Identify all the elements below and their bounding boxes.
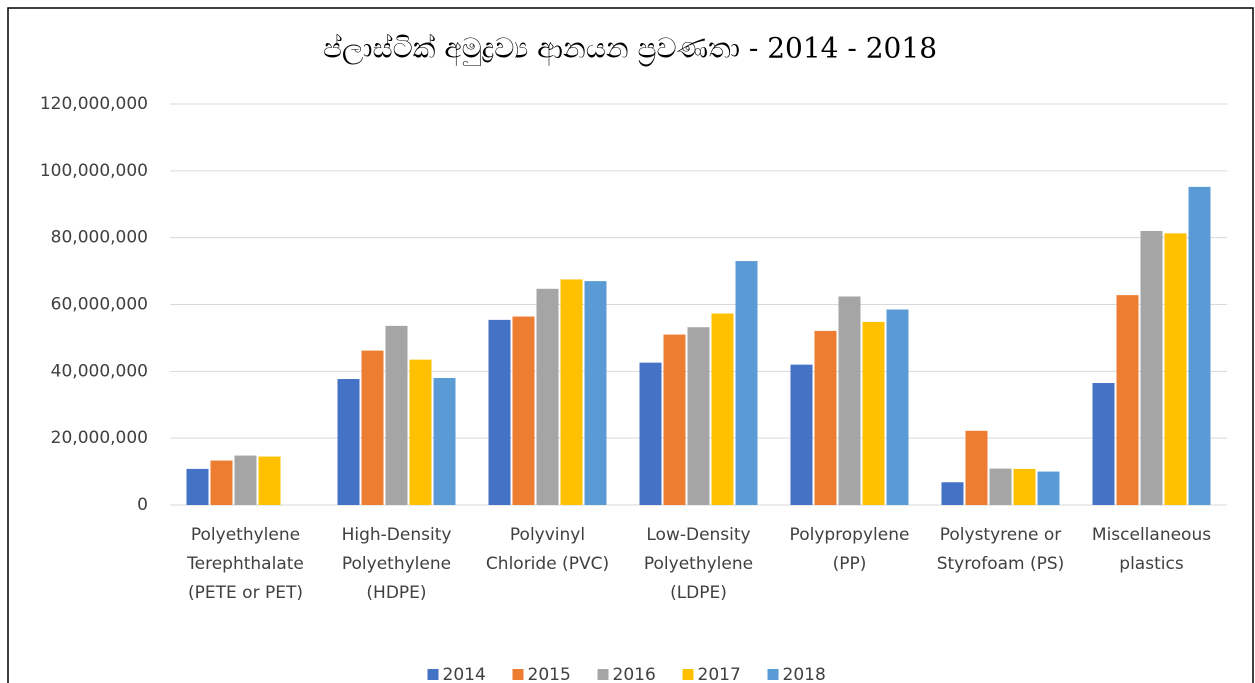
bar [941,482,964,505]
legend-swatch [767,669,779,680]
x-tick-label: Polyvinyl [510,525,585,545]
bar [186,468,209,505]
legend-swatch [682,669,694,680]
x-tick-label: Polystyrene or [940,525,1062,545]
x-tick-label: Polyethylene [644,554,753,574]
bar [337,379,360,505]
x-tick-label: (PETE or PET) [188,583,303,603]
y-tick-label: 100,000,000 [40,161,148,181]
y-tick-label: 40,000,000 [51,361,148,381]
bar [735,261,758,505]
bar [512,316,535,505]
bar [814,330,837,505]
bar [258,456,281,505]
bar [409,359,432,505]
x-tick-label: Chloride (PVC) [486,554,609,574]
x-tick-label: Polyethylene [342,554,451,574]
bar [639,362,662,505]
bar [965,430,988,505]
y-tick-label: 0 [137,495,148,515]
chart-title: ප්ලාස්ටික් අමුද්‍රව්‍ය ආනයන ප්‍රවණතා - 2… [323,32,937,67]
bar [886,309,909,505]
x-tick-label: Polypropylene [790,525,910,545]
bar [1140,230,1163,505]
bar [711,313,734,505]
bar [862,321,885,505]
bar [560,279,583,505]
x-tick-label: Terephthalate [186,554,304,574]
legend-swatch [512,669,524,680]
bar [584,281,607,505]
legend-label: 2015 [528,665,571,683]
bar [1164,233,1187,505]
x-tick-label: Miscellaneous [1092,525,1211,545]
chart-frame [7,7,1254,683]
bar [1013,468,1036,505]
legend-swatch [597,669,609,680]
x-tick-label: (PP) [833,554,867,574]
bar [1116,295,1139,505]
legend-label: 2018 [783,665,826,683]
bar [687,327,710,505]
bar [433,378,456,505]
x-tick-label: plastics [1119,554,1184,574]
bar [838,296,861,505]
x-tick-label: Polyethylene [191,525,300,545]
bar [1188,186,1211,505]
legend-swatch [427,669,439,680]
bar [385,325,408,505]
bar [361,350,384,505]
y-tick-label: 80,000,000 [51,228,148,248]
bar [210,460,233,505]
legend-label: 2017 [698,665,741,683]
x-tick-label: High-Density [342,525,452,545]
x-tick-label: Styrofoam (PS) [937,554,1065,574]
bar [234,455,257,505]
y-tick-label: 60,000,000 [51,295,148,315]
legend-label: 2014 [443,665,486,683]
bar [663,334,686,505]
legend-label: 2016 [613,665,656,683]
bar [488,319,511,505]
x-tick-label: (HDPE) [366,583,426,603]
bar [1037,471,1060,505]
bar [989,468,1012,505]
y-tick-label: 120,000,000 [40,94,148,114]
bar [536,288,559,505]
x-tick-label: (LDPE) [670,583,727,603]
x-tick-label: Low-Density [646,525,750,545]
bar [1092,383,1115,505]
bar [790,364,813,505]
y-tick-label: 20,000,000 [51,428,148,448]
